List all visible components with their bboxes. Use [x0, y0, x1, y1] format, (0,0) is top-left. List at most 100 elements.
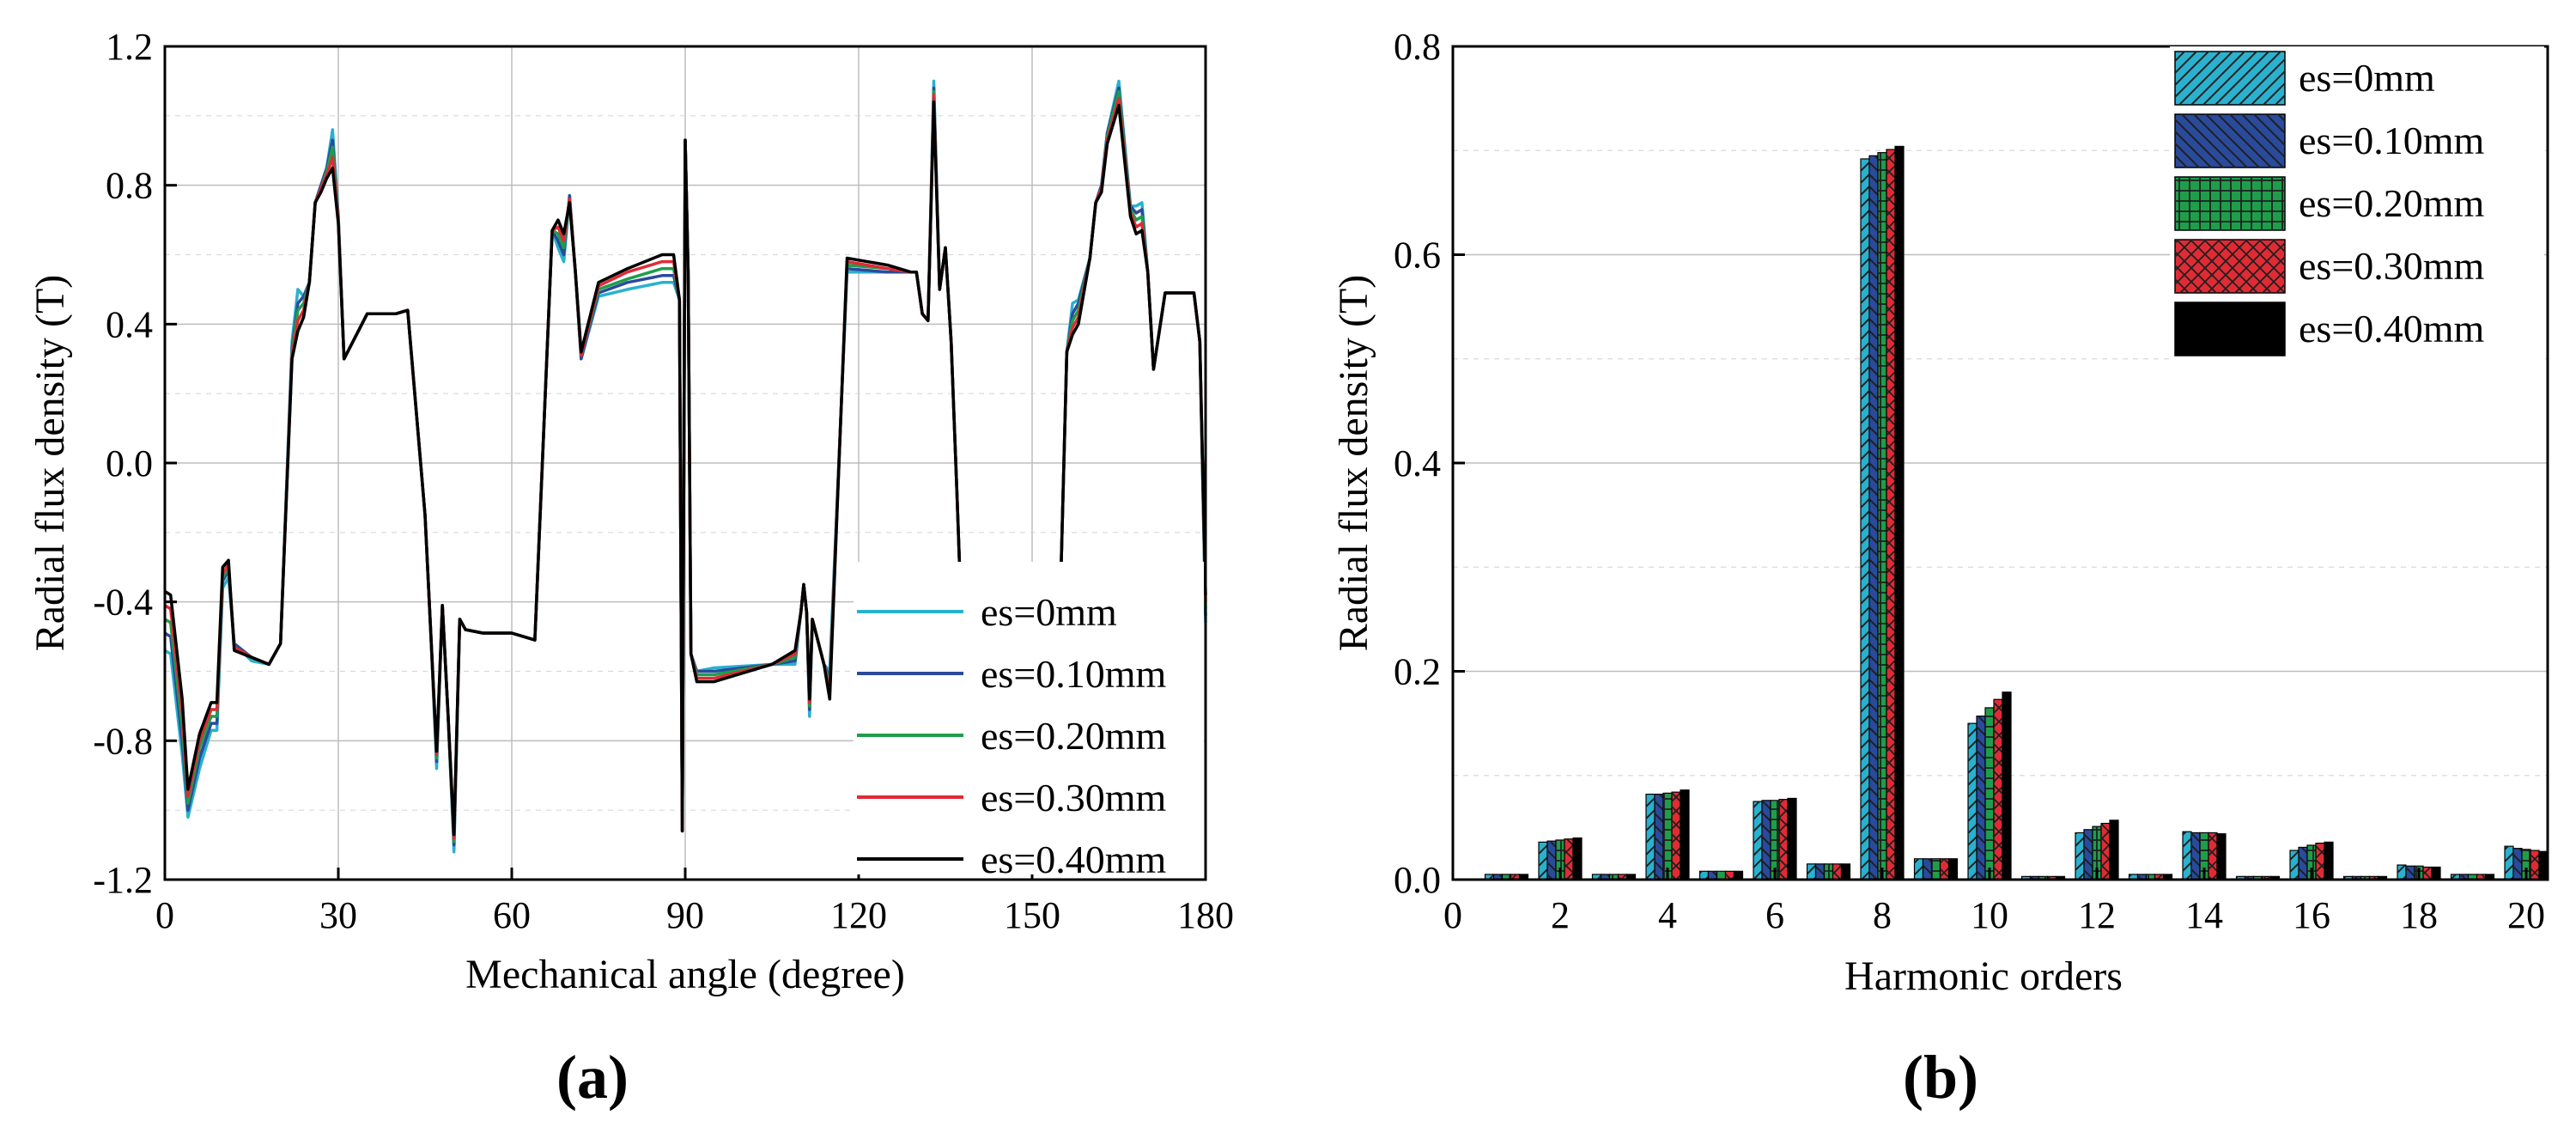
bar-hatch [2262, 876, 2271, 880]
bar-hatch [2137, 874, 2147, 880]
legend-background [854, 562, 1204, 874]
bar-hatch [2093, 826, 2101, 880]
bar-hatch [1655, 794, 1663, 880]
x-tick-label: 30 [319, 894, 357, 936]
bar-hatch [1931, 858, 1941, 880]
y-tick-label: 0.0 [1394, 859, 1441, 901]
legend-label: es=0.10mm [981, 652, 1167, 696]
bar-hatch [1779, 799, 1788, 880]
bar-hatch [2154, 874, 2164, 880]
bar-hatch [1977, 716, 1985, 880]
bar-hatch [2245, 876, 2254, 880]
bar [2431, 866, 2441, 880]
legend-label: es=0.20mm [2299, 181, 2485, 225]
bar-hatch [1493, 874, 1503, 880]
y-tick-label: 0.4 [1394, 442, 1441, 484]
legend-label: es=0.30mm [981, 776, 1167, 819]
bar [1840, 863, 1851, 880]
bar-hatch [2352, 876, 2361, 880]
bar-hatch [2406, 866, 2415, 880]
bar-hatch [1725, 871, 1735, 880]
legend-swatch-hatch [2175, 114, 2285, 168]
bar-hatch [2316, 843, 2324, 880]
legend-label: es=0.40mm [981, 838, 1167, 881]
bar-chart-panel: 0 2 4 6 8 10 12 14 16 18 200.00.20.40.60.8 es=0mme… [1331, 26, 2549, 1112]
bar-hatch [1699, 871, 1709, 880]
bar-hatch [1762, 800, 1771, 880]
bar-hatch [2397, 865, 2406, 880]
line-chart-series [164, 79, 1207, 854]
x-tick-label: 90 [666, 894, 704, 936]
bar-hatch [2459, 874, 2469, 880]
bar-hatch [1708, 871, 1717, 880]
bar-hatch [1510, 874, 1520, 880]
y-tick-label: -1.2 [93, 859, 153, 901]
x-tick-label: 20 [2507, 894, 2545, 936]
bar-hatch [2530, 850, 2539, 880]
x-tick-label: 0 [1443, 894, 1462, 936]
legend-swatch-hatch [2175, 177, 2285, 230]
bar-hatch [1502, 874, 1511, 880]
panel-label-a: (a) [556, 1043, 629, 1112]
line-chart-panel: 0 30 60 90 120 150 180 -1.2 -0.8 -0.4 0.0 0.4 0.8 1.2… [27, 26, 1234, 1112]
x-tick-label: 150 [1004, 894, 1060, 936]
bar-hatch [1824, 863, 1833, 880]
bar-hatch [2146, 874, 2155, 880]
x-tick-label: 8 [1873, 894, 1892, 936]
bar-hatch [2290, 850, 2299, 880]
bar-hatch [1832, 863, 1842, 880]
bar-hatch [1646, 794, 1655, 880]
bar-hatch [1807, 863, 1816, 880]
bar-hatch [2343, 876, 2353, 880]
bar-hatch [1716, 871, 1726, 880]
legend-swatch [2174, 302, 2286, 356]
bar [1787, 797, 1797, 880]
legend-label: es=0.10mm [2299, 119, 2485, 162]
bar-hatch [2101, 823, 2110, 880]
x-tick-label: 18 [2400, 894, 2438, 936]
x-tick-label: 0 [155, 894, 174, 936]
bar-hatch [2451, 874, 2460, 880]
bar [2109, 819, 2119, 880]
bar [2216, 833, 2227, 880]
y-tick-label: -0.8 [93, 720, 153, 762]
y-tick-label: 0.4 [106, 303, 153, 345]
bar-hatch [2513, 848, 2522, 880]
bar-hatch [1601, 874, 1610, 880]
bar-hatch [1592, 874, 1601, 880]
bar [1680, 789, 1690, 880]
line-chart-ticks: 0 30 60 90 120 150 180 -1.2 -0.8 -0.4 0.0 0.4 0.8 1.2 [93, 26, 1234, 936]
bar-hatch [2038, 876, 2048, 880]
line-chart-x-axis-title: Mechanical angle (degree) [465, 952, 905, 997]
bar-hatch [1878, 152, 1886, 880]
bar-hatch [2522, 849, 2530, 880]
bar-hatch [1923, 858, 1932, 880]
y-tick-label: -0.4 [93, 582, 153, 624]
bar [1572, 837, 1583, 880]
bar-hatch [2047, 876, 2057, 880]
bar-hatch [1547, 841, 1556, 880]
legend-swatch-hatch [2175, 52, 2285, 105]
bar-hatch [1564, 838, 1573, 880]
bar-hatch [1539, 842, 1547, 880]
bar-hatch [2084, 829, 2093, 880]
line-chart-legend: es=0mm es=0.10mm es=0.20mm es=0.30mm es=0.40… [854, 562, 1204, 881]
y-tick-label: 0.8 [1394, 26, 1441, 68]
legend-swatch-hatch [2175, 240, 2285, 293]
bar-hatch [2423, 867, 2432, 880]
bar-hatch [1609, 874, 1619, 880]
x-tick-label: 14 [2185, 894, 2223, 936]
bar-hatch [1556, 839, 1564, 880]
y-tick-label: 1.2 [106, 26, 153, 68]
x-tick-label: 16 [2293, 894, 2330, 936]
x-tick-label: 60 [493, 894, 531, 936]
bar-hatch [1663, 793, 1672, 880]
y-tick-label: 0.8 [106, 165, 153, 207]
bar-hatch [1985, 707, 1994, 880]
bar-hatch [1940, 858, 1949, 880]
bar-hatch [2200, 832, 2208, 880]
bar-hatch [2030, 876, 2039, 880]
bar-hatch [1815, 863, 1825, 880]
x-tick-label: 180 [1177, 894, 1234, 936]
